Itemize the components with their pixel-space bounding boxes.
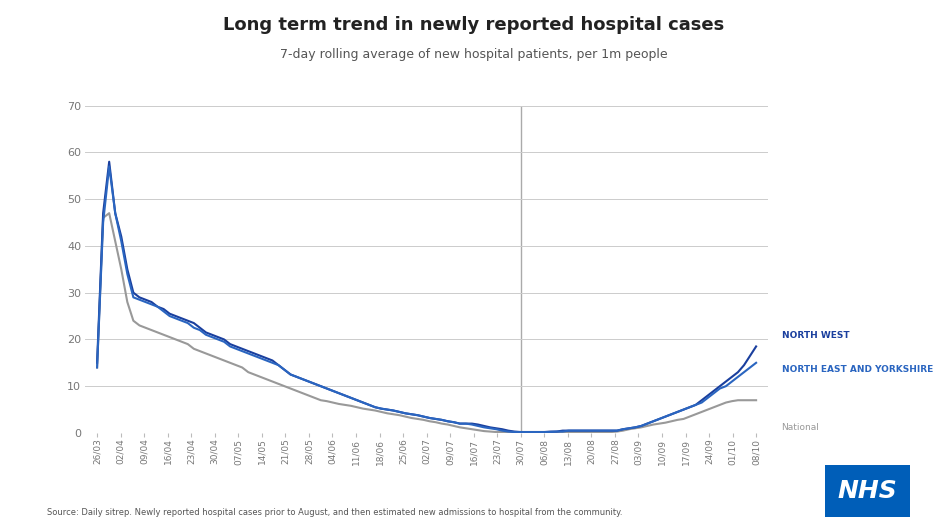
Text: Source: Daily sitrep. Newly reported hospital cases prior to August, and then es: Source: Daily sitrep. Newly reported hos… bbox=[47, 508, 623, 517]
Text: 7-day rolling average of new hospital patients, per 1m people: 7-day rolling average of new hospital pa… bbox=[281, 48, 667, 61]
Text: National: National bbox=[781, 423, 819, 432]
Text: NORTH WEST: NORTH WEST bbox=[781, 331, 849, 340]
Text: NHS: NHS bbox=[837, 479, 898, 503]
Text: NORTH EAST AND YORKSHIRE: NORTH EAST AND YORKSHIRE bbox=[781, 365, 933, 374]
Text: Long term trend in newly reported hospital cases: Long term trend in newly reported hospit… bbox=[224, 16, 724, 34]
